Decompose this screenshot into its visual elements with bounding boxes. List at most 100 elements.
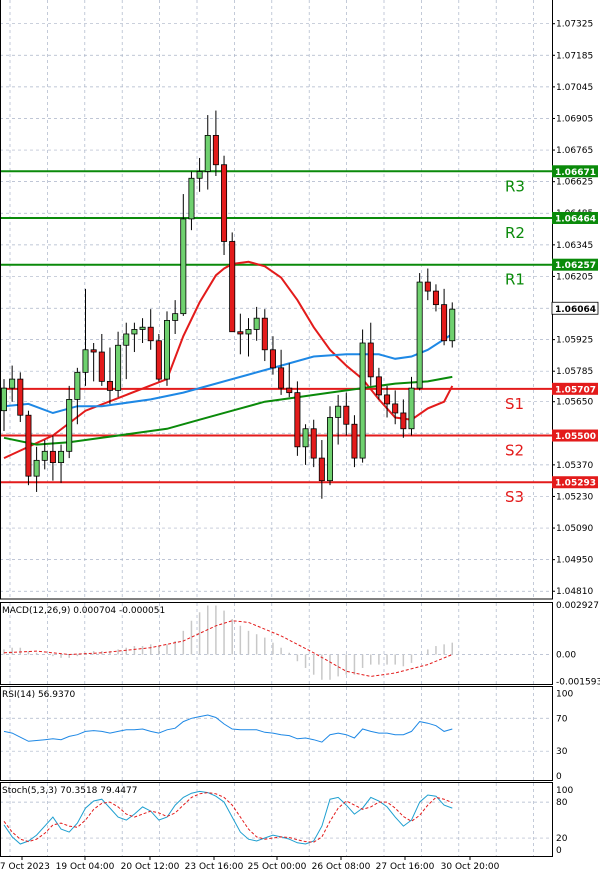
candle	[155, 333, 162, 382]
level-price-tag	[552, 429, 598, 442]
candle	[278, 349, 285, 395]
price-tick-label: 1.06625	[556, 178, 593, 188]
level-price-tag	[552, 211, 598, 224]
candle	[384, 385, 391, 418]
stoch-signal-line	[3, 792, 453, 843]
candle	[294, 381, 301, 456]
rsi-tick-label: 70	[556, 714, 568, 724]
price-tick-label: 1.06345	[556, 241, 593, 251]
candle	[229, 232, 236, 333]
stoch-tick-label: 100	[556, 786, 573, 796]
level-price-tag	[552, 258, 598, 271]
moving-average-0	[3, 260, 454, 460]
candle	[212, 110, 219, 177]
candle	[58, 444, 65, 483]
candle	[49, 435, 56, 481]
level-label-s2: S2	[505, 442, 524, 460]
macd-tick-label: 0.00	[556, 650, 576, 660]
rsi-tick-label: 0	[556, 772, 562, 782]
candle	[98, 333, 105, 386]
level-price-label: 1.05707	[555, 385, 596, 395]
level-label-r1: R1	[505, 271, 525, 289]
candle	[221, 155, 228, 255]
candle	[147, 309, 154, 350]
candle	[326, 406, 333, 486]
time-tick-label: 25 Oct 00:00	[248, 862, 307, 872]
candle	[432, 284, 439, 312]
time-tick-label: 30 Oct 20:00	[441, 862, 500, 872]
candle	[408, 376, 415, 436]
macd-title: MACD(12,26,9) 0.000704 -0.000051	[2, 606, 165, 616]
stoch-tick-label: 80	[556, 798, 568, 808]
level-price-label: 1.06671	[555, 168, 596, 178]
candle	[204, 115, 211, 190]
level-price-tag	[552, 476, 598, 489]
candle	[66, 385, 73, 459]
candle	[245, 318, 252, 357]
rsi-tick-label: 100	[556, 690, 573, 700]
price-tick-label: 1.04810	[556, 587, 593, 597]
candle	[74, 367, 81, 425]
candle	[351, 415, 358, 468]
candle	[196, 157, 203, 192]
candle	[163, 311, 170, 386]
time-tick-label: 23 Oct 16:00	[185, 862, 244, 872]
price-tick-label: 1.06205	[556, 272, 593, 282]
moving-average-2	[3, 375, 453, 446]
level-price-label: 1.06257	[555, 261, 596, 271]
level-price-label: 1.06464	[555, 214, 596, 224]
grid-lines	[0, 0, 552, 856]
candle	[359, 329, 366, 463]
candle	[318, 440, 325, 499]
rsi-tick-label: 30	[556, 747, 568, 757]
candle	[139, 318, 146, 344]
level-price-label: 1.05500	[555, 432, 596, 442]
candle	[180, 194, 187, 316]
time-tick-label: 19 Oct 04:00	[56, 862, 115, 872]
candle	[131, 322, 138, 353]
candle	[367, 322, 374, 386]
candle	[115, 331, 122, 398]
price-tick-label: 1.05925	[556, 336, 593, 346]
price-tick-label: 1.06765	[556, 146, 593, 156]
candle	[310, 419, 317, 468]
rsi-line	[3, 714, 453, 743]
candle	[106, 347, 113, 404]
level-price-tag	[552, 165, 598, 178]
time-tick-label: 26 Oct 08:00	[312, 862, 371, 872]
current-price-tag	[551, 301, 599, 315]
candle	[449, 302, 456, 348]
price-tick-label: 1.05785	[556, 367, 593, 377]
candle	[25, 410, 32, 486]
candle	[392, 390, 399, 425]
price-tick-label: 1.07185	[556, 51, 593, 61]
price-axis: 1.07325 1.07185 1.07045 1.06905 1.06765 1.066…	[551, 20, 600, 856]
candle	[9, 365, 16, 402]
candle	[424, 268, 431, 301]
candle	[237, 313, 244, 355]
time-tick-label: 17 Oct 2023	[0, 862, 50, 872]
macd-signal-line	[3, 620, 453, 677]
candle	[335, 394, 342, 445]
time-tick-label: 27 Oct 16:00	[376, 862, 435, 872]
candle	[123, 322, 130, 380]
macd-panel	[3, 605, 453, 680]
level-label-r3: R3	[505, 177, 525, 195]
level-label-r2: R2	[505, 224, 525, 242]
rsi-panel	[3, 714, 453, 743]
level-label-s1: S1	[505, 395, 524, 413]
price-tick-label: 1.06905	[556, 114, 593, 124]
level-price-label: 1.05293	[555, 479, 596, 489]
candle	[33, 446, 40, 492]
candle	[82, 288, 89, 386]
candle	[253, 306, 260, 341]
price-tick-label: 1.05090	[556, 524, 593, 534]
time-tick-label: 20 Oct 12:00	[121, 862, 180, 872]
price-panel[interactable]: R3 R2 R1 S1 S2 S3	[0, 110, 552, 507]
macd-tick-label: -0.001593	[556, 677, 600, 687]
time-axis: 17 Oct 2023 19 Oct 04:00 20 Oct 12:00 23 Oc…	[0, 857, 500, 872]
candle	[441, 288, 448, 346]
level-label-s3: S3	[505, 488, 524, 506]
panel-frames	[0, 0, 553, 857]
